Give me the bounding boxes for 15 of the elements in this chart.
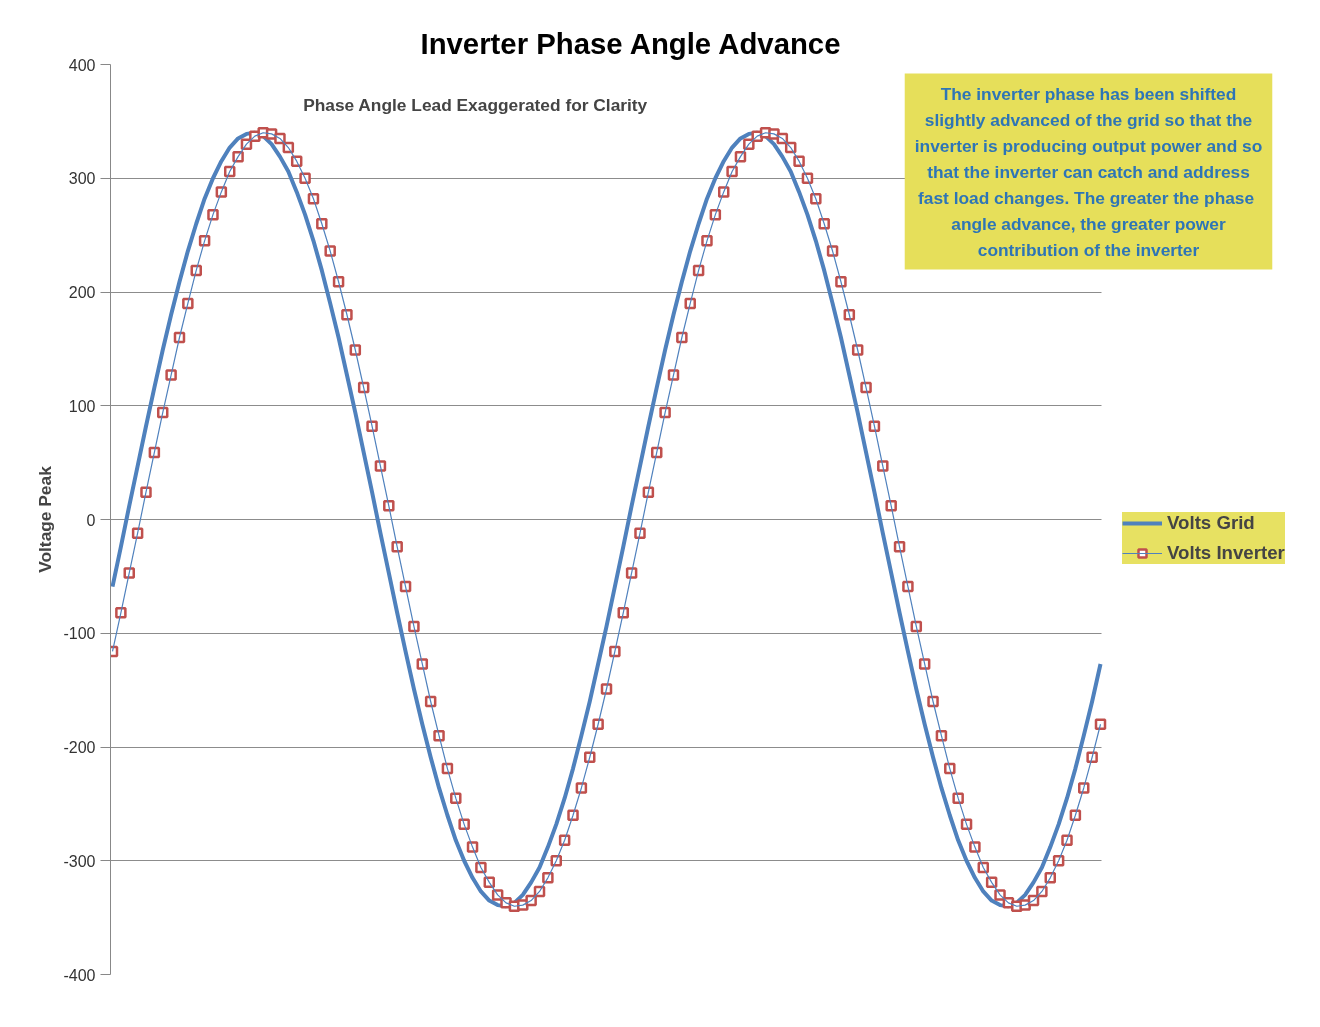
- y-tick-label: 100: [68, 397, 96, 415]
- y-tick-label: 300: [68, 170, 96, 188]
- legend-label: Volts Inverter: [1167, 542, 1285, 564]
- y-tick-label: 200: [68, 284, 96, 301]
- legend-label: Volts Grid: [1167, 512, 1255, 534]
- annotation: The inverter phase has been shifted slightly advanced of the grid so that the inverter is producing output power and so that the inverter can catch and address fast load changes. The greater the phase angle advance, the greater power contribution of the inverter: [914, 83, 1263, 260]
- y-tick-label: 400: [68, 56, 96, 74]
- y-tick-label: -300: [63, 852, 96, 870]
- chart-title: Inverter Phase Angle Advance: [420, 26, 841, 60]
- y-tick-label: -200: [63, 739, 96, 756]
- annotation: Phase Angle Lead Exaggerated for Clarity: [303, 95, 648, 116]
- y-tick-label: 0: [86, 511, 96, 529]
- y-tick-label: -400: [63, 966, 96, 984]
- y-tick-label: -100: [63, 625, 96, 643]
- y-axis-title: Voltage Peak: [35, 465, 56, 573]
